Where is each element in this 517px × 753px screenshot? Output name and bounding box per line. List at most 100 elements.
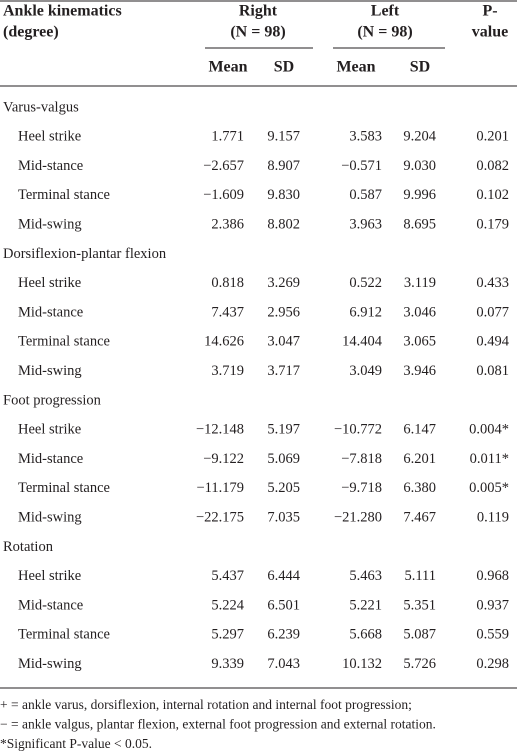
cell: 7.437 [211, 304, 244, 320]
subheader: Mean [208, 59, 247, 76]
cell: 6.444 [267, 568, 300, 584]
row-label: Heel strike [18, 568, 81, 584]
cell: 9.030 [403, 158, 436, 174]
cell: 0.587 [349, 187, 382, 203]
row-label: Heel strike [18, 275, 81, 291]
cell: 0.522 [349, 275, 382, 291]
cell: 5.437 [211, 568, 244, 584]
subheader: SD [410, 59, 430, 76]
header-title: (degree) [3, 24, 59, 41]
cell: 0.082 [476, 158, 509, 174]
cell: 5.351 [403, 597, 436, 613]
row-label: Mid-swing [18, 656, 82, 672]
row-label: Terminal stance [18, 334, 110, 350]
cell: 5.726 [403, 656, 436, 672]
cell: −1.609 [203, 187, 244, 203]
cell: 10.132 [342, 656, 382, 672]
section-name: Varus-valgus [3, 99, 79, 115]
cell: 3.946 [403, 363, 436, 379]
subheader: SD [274, 59, 294, 76]
row-label: Mid-swing [18, 217, 82, 233]
cell: 6.912 [349, 304, 382, 320]
cell: 14.626 [204, 334, 244, 350]
cell: −2.657 [203, 158, 244, 174]
footnote: − = ankle valgus, plantar flexion, exter… [0, 717, 436, 732]
cell: 8.907 [267, 158, 300, 174]
cell: 5.224 [211, 597, 244, 613]
cell: 6.147 [403, 422, 436, 438]
footnote: + = ankle varus, dorsiflexion, internal … [0, 697, 412, 712]
cell: 7.467 [403, 510, 436, 526]
cell: −7.818 [341, 451, 382, 467]
subheader: Mean [336, 59, 375, 76]
cell: 7.035 [267, 510, 300, 526]
cell: 0.179 [476, 217, 509, 233]
row-label: Heel strike [18, 422, 81, 438]
cell: 5.069 [267, 451, 300, 467]
row-label: Heel strike [18, 129, 81, 145]
group-n: (N = 98) [357, 24, 412, 41]
cell: 0.433 [476, 275, 509, 291]
cell: 9.339 [211, 656, 244, 672]
cell: 7.043 [267, 656, 300, 672]
section-name: Foot progression [3, 392, 102, 408]
row-label: Mid-stance [18, 158, 83, 174]
cell: 9.204 [403, 129, 436, 145]
cell: 0.559 [476, 627, 509, 643]
row-label: Mid-stance [18, 597, 83, 613]
cell: 9.830 [267, 187, 300, 203]
cell: −21.280 [334, 510, 382, 526]
p-value-header: value [472, 24, 508, 41]
row-label: Terminal stance [18, 187, 110, 203]
cell: −0.571 [341, 158, 382, 174]
cell: 3.717 [267, 363, 300, 379]
cell: 8.802 [267, 217, 300, 233]
row-label: Mid-stance [18, 304, 83, 320]
cell: 5.197 [267, 422, 300, 438]
cell: 6.239 [267, 627, 300, 643]
cell: 5.087 [403, 627, 436, 643]
cell: 5.668 [349, 627, 382, 643]
cell: 6.380 [403, 480, 436, 496]
cell: 8.695 [403, 217, 436, 233]
cell: 0.005* [469, 480, 509, 496]
cell: 5.111 [404, 568, 436, 584]
cell: 3.719 [211, 363, 244, 379]
row-label: Mid-stance [18, 451, 83, 467]
cell: 0.937 [476, 597, 509, 613]
cell: 2.956 [267, 304, 300, 320]
cell: −11.179 [196, 480, 244, 496]
cell: −9.718 [341, 480, 382, 496]
row-label: Terminal stance [18, 480, 110, 496]
row-label: Mid-swing [18, 510, 82, 526]
cell: 3.119 [404, 275, 436, 291]
group-n: (N = 98) [230, 24, 285, 41]
row-label: Terminal stance [18, 627, 110, 643]
cell: 0.494 [476, 334, 509, 350]
cell: −9.122 [203, 451, 244, 467]
cell: 0.201 [476, 129, 509, 145]
group-name: Right [239, 3, 278, 20]
cell: 14.404 [342, 334, 383, 350]
section-name: Rotation [3, 539, 54, 555]
cell: 0.968 [476, 568, 509, 584]
cell: 0.081 [476, 363, 509, 379]
cell: −10.772 [334, 422, 382, 438]
cell: 0.102 [476, 187, 509, 203]
header-title: Ankle kinematics [3, 3, 122, 20]
cell: 5.221 [349, 597, 382, 613]
cell: 6.201 [403, 451, 436, 467]
cell: 9.157 [267, 129, 300, 145]
cell: −22.175 [196, 510, 244, 526]
cell: 0.119 [477, 510, 509, 526]
cell: 3.065 [403, 334, 436, 350]
cell: 3.583 [349, 129, 382, 145]
cell: 5.463 [349, 568, 382, 584]
cell: 3.047 [267, 334, 300, 350]
cell: 0.818 [211, 275, 244, 291]
cell: 3.049 [349, 363, 382, 379]
cell: 0.011* [470, 451, 509, 467]
cell: 5.205 [267, 480, 300, 496]
cell: 2.386 [211, 217, 244, 233]
